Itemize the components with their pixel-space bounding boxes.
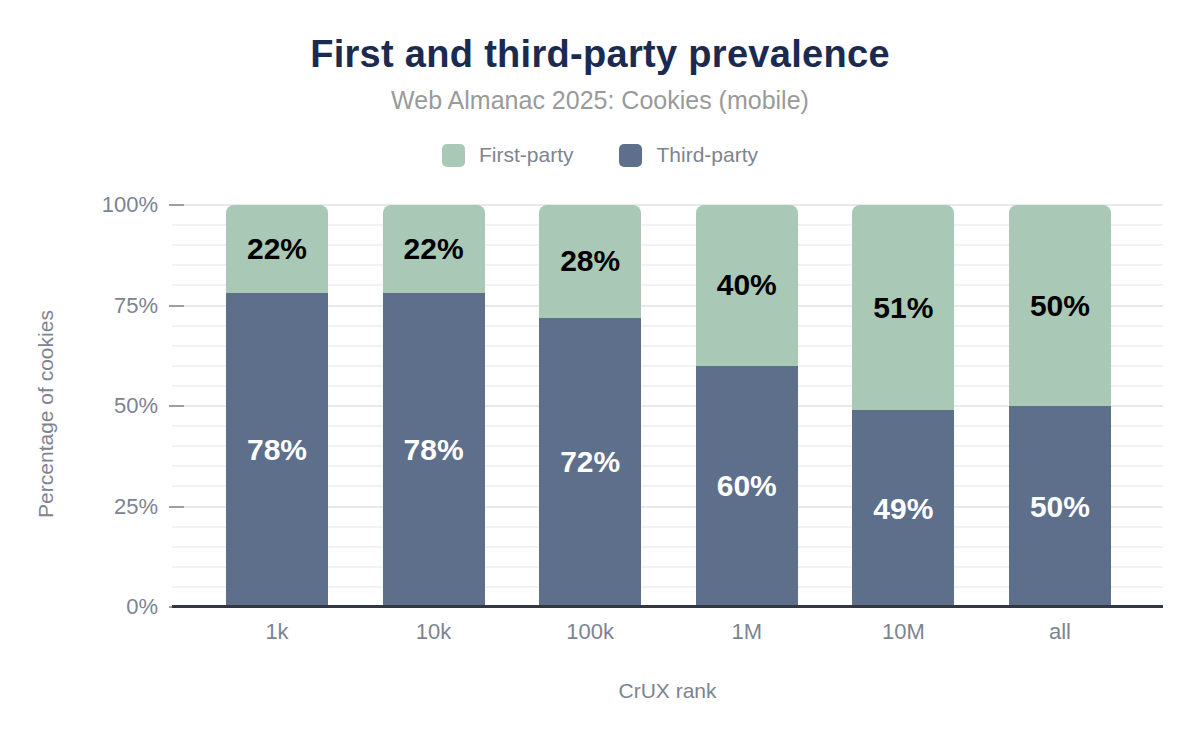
bar-all: 50% 50% [1009,205,1111,607]
legend-swatch-third-party-icon [619,144,642,167]
bar-100k: 28% 72% [539,205,641,607]
bar-segment-all-third-party[interactable]: 50% [1009,406,1111,607]
bar-segment-10k-first-party[interactable]: 22% [383,205,485,293]
bar-1M: 40% 60% [696,205,798,607]
chart-subtitle: Web Almanac 2025: Cookies (mobile) [0,86,1200,115]
bar-label-1k-third-party: 78% [247,435,307,465]
bar-segment-all-first-party[interactable]: 50% [1009,205,1111,406]
bar-label-10M-first-party: 51% [873,293,933,323]
bar-label-1M-third-party: 60% [717,471,777,501]
y-axis-title: Percentage of cookies [34,310,58,518]
y-tick-label-0: 0% [78,596,158,618]
bar-10k: 22% 78% [383,205,485,607]
bar-segment-1k-third-party[interactable]: 78% [226,293,328,607]
y-tick-label-25: 25% [78,496,158,518]
bar-segment-1M-third-party[interactable]: 60% [696,366,798,607]
x-tick-label-1k: 1k [226,619,328,645]
chart-page: First and third-party prevalence Web Alm… [0,0,1200,742]
bar-10M: 51% 49% [852,205,954,607]
chart-title: First and third-party prevalence [0,33,1200,76]
y-tick-label-100: 100% [78,194,158,216]
x-axis-tick-labels: 1k 10k 100k 1M 10M all [172,619,1163,645]
bar-label-10M-third-party: 49% [873,494,933,524]
bar-segment-10M-first-party[interactable]: 51% [852,205,954,410]
bar-segment-1k-first-party[interactable]: 22% [226,205,328,293]
bar-label-all-third-party: 50% [1030,492,1090,522]
bar-label-10k-third-party: 78% [404,435,464,465]
bar-label-100k-first-party: 28% [560,246,620,276]
bar-segment-100k-third-party[interactable]: 72% [539,318,641,607]
bar-label-100k-third-party: 72% [560,447,620,477]
x-tick-label-all: all [1009,619,1111,645]
legend: First-party Third-party [0,143,1200,167]
x-tick-label-10k: 10k [383,619,485,645]
y-tick-label-75: 75% [78,295,158,317]
legend-item-third-party[interactable]: Third-party [619,143,758,167]
bar-segment-100k-first-party[interactable]: 28% [539,205,641,318]
bar-label-10k-first-party: 22% [404,234,464,264]
legend-label-first-party: First-party [479,143,574,167]
bar-label-1k-first-party: 22% [247,234,307,264]
bar-segment-10k-third-party[interactable]: 78% [383,293,485,607]
x-tick-label-100k: 100k [539,619,641,645]
plot-area: 0%25%50%75%100% 22%78%22%78%28%72%40%60%… [172,205,1163,607]
bar-segment-10M-third-party[interactable]: 49% [852,410,954,607]
legend-swatch-first-party-icon [442,144,465,167]
bars-group: 22% 78% 22% 78% 28% 72% 40% 60% 51% 49% 50% 50% [172,205,1163,607]
legend-item-first-party[interactable]: First-party [442,143,574,167]
y-tick-label-50: 50% [78,395,158,417]
bar-segment-1M-first-party[interactable]: 40% [696,205,798,366]
x-tick-label-10M: 10M [852,619,954,645]
bar-label-1M-first-party: 40% [717,270,777,300]
x-axis-title: CrUX rank [172,679,1163,703]
x-tick-label-1M: 1M [696,619,798,645]
x-axis-line [172,605,1163,608]
bar-1k: 22% 78% [226,205,328,607]
legend-label-third-party: Third-party [656,143,758,167]
bar-label-all-first-party: 50% [1030,291,1090,321]
